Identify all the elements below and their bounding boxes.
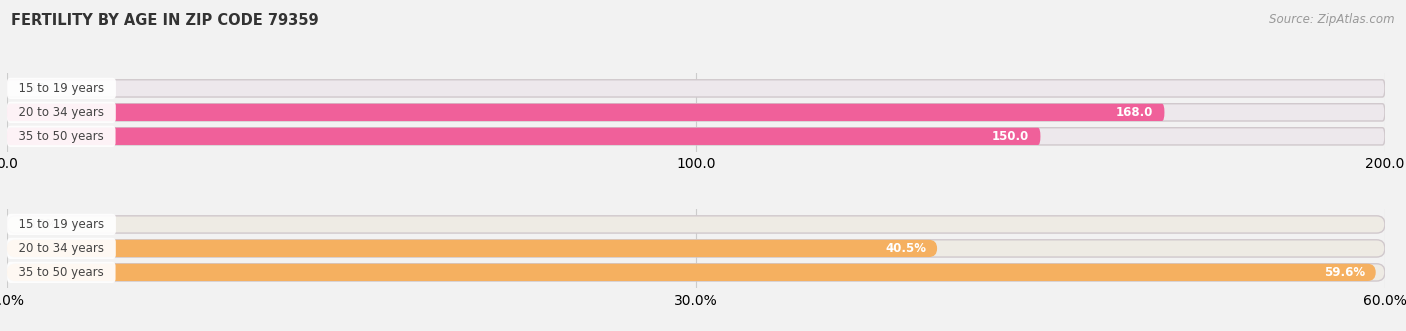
Text: 35 to 50 years: 35 to 50 years	[11, 266, 111, 279]
Text: 40.5%: 40.5%	[884, 242, 927, 255]
Text: 20 to 34 years: 20 to 34 years	[11, 242, 111, 255]
Text: 0.0%: 0.0%	[28, 218, 58, 231]
FancyBboxPatch shape	[7, 80, 1385, 97]
FancyBboxPatch shape	[7, 240, 938, 257]
Text: 150.0: 150.0	[993, 130, 1029, 143]
Text: 168.0: 168.0	[1116, 106, 1153, 119]
FancyBboxPatch shape	[7, 104, 1164, 121]
FancyBboxPatch shape	[7, 104, 1385, 121]
FancyBboxPatch shape	[7, 128, 1040, 145]
Text: 59.6%: 59.6%	[1323, 266, 1365, 279]
Text: 15 to 19 years: 15 to 19 years	[11, 218, 112, 231]
Text: FERTILITY BY AGE IN ZIP CODE 79359: FERTILITY BY AGE IN ZIP CODE 79359	[11, 13, 319, 28]
FancyBboxPatch shape	[7, 264, 1385, 281]
Text: 0.0: 0.0	[28, 82, 46, 95]
FancyBboxPatch shape	[7, 216, 1385, 233]
Text: 35 to 50 years: 35 to 50 years	[11, 130, 111, 143]
Text: 15 to 19 years: 15 to 19 years	[11, 82, 112, 95]
Text: 20 to 34 years: 20 to 34 years	[11, 106, 111, 119]
FancyBboxPatch shape	[7, 128, 1385, 145]
Text: Source: ZipAtlas.com: Source: ZipAtlas.com	[1270, 13, 1395, 26]
FancyBboxPatch shape	[7, 264, 1375, 281]
FancyBboxPatch shape	[7, 240, 1385, 257]
